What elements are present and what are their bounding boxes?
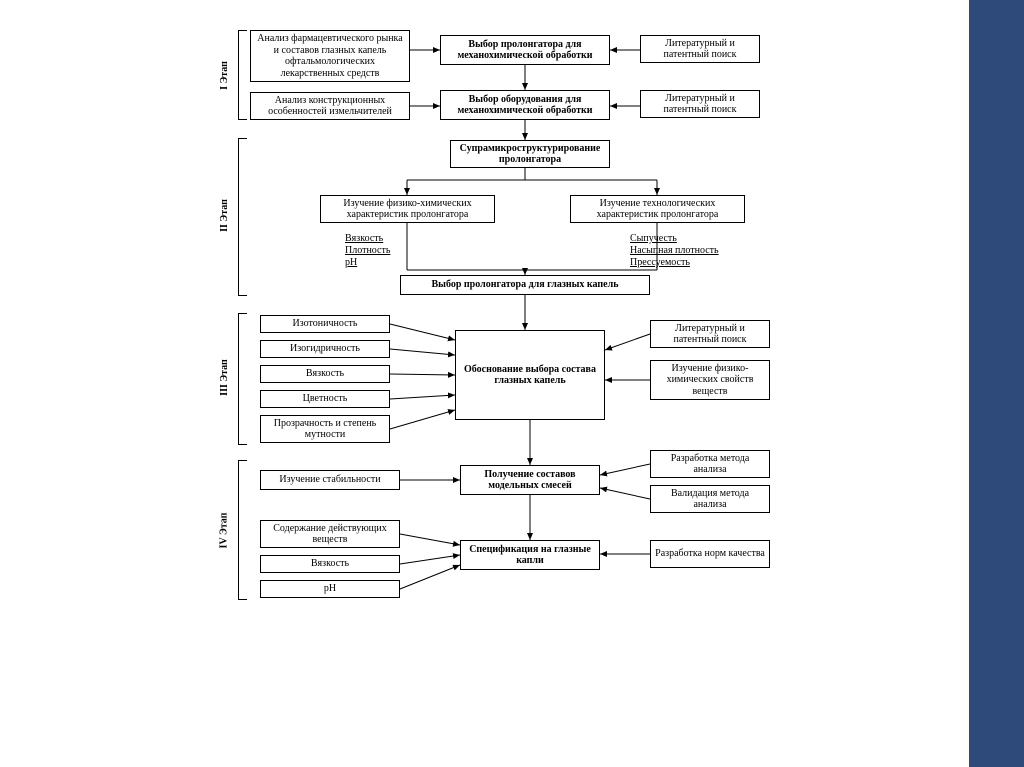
- brace-stage-4: [238, 460, 239, 600]
- stage-4-label: IV Этап: [218, 513, 229, 549]
- u1a: Вязкость: [345, 233, 383, 244]
- node-n3: Литературный и патентный поиск: [640, 35, 760, 63]
- node-n13: Вязкость: [260, 365, 390, 383]
- node-n19: Изучение стабильности: [260, 470, 400, 490]
- node-n10: Выбор пролонгатора для глазных капель: [400, 275, 650, 295]
- node-n16: Обоснование выбора состава глазных капел…: [455, 330, 605, 420]
- node-n25: pH: [260, 580, 400, 598]
- node-n5: Выбор оборудования для механохимической …: [440, 90, 610, 120]
- u1b: Плотность: [345, 245, 390, 256]
- node-n2: Выбор пролонгатора для механохимической …: [440, 35, 610, 65]
- node-n18: Изучение физико-химических свойств вещес…: [650, 360, 770, 400]
- node-n21: Разработка метода анализа: [650, 450, 770, 478]
- brace-stage-2: [238, 138, 239, 296]
- node-n24: Вязкость: [260, 555, 400, 573]
- stage-1-label: I Этап: [219, 61, 230, 90]
- brace-stage-1: [238, 30, 239, 120]
- node-n27: Разработка норм качества: [650, 540, 770, 568]
- node-n8: Изучение физико-химических характеристик…: [320, 195, 495, 223]
- node-n22: Валидация метода анализа: [650, 485, 770, 513]
- node-n15: Прозрачность и степень мутности: [260, 415, 390, 443]
- u2a: Сыпучесть: [630, 233, 677, 244]
- stage-2-label: II Этап: [219, 199, 230, 232]
- u2c: Прессуемость: [630, 257, 690, 268]
- stage-3-label: III Этап: [219, 359, 230, 396]
- node-n6: Литературный и патентный поиск: [640, 90, 760, 118]
- node-n1: Анализ фармацевтического рынка и составо…: [250, 30, 410, 82]
- node-n4: Анализ конструкционных особенностей изме…: [250, 92, 410, 120]
- u2b: Насыпная плотность: [630, 245, 719, 256]
- node-n7: Супрамикроструктурирование пролонгатора: [450, 140, 610, 168]
- node-n17: Литературный и патентный поиск: [650, 320, 770, 348]
- right-sidebar: [969, 0, 1024, 767]
- node-n26: Спецификация на глазные капли: [460, 540, 600, 570]
- node-n14: Цветность: [260, 390, 390, 408]
- node-n12: Изогидричность: [260, 340, 390, 358]
- node-n11: Изотоничность: [260, 315, 390, 333]
- flowchart: Анализ фармацевтического рынка и составо…: [200, 30, 880, 750]
- brace-stage-3: [238, 313, 239, 445]
- node-n20: Получение составов модельных смесей: [460, 465, 600, 495]
- u1c: pH: [345, 257, 357, 268]
- node-n23: Содержание действующих веществ: [260, 520, 400, 548]
- node-n9: Изучение технологических характеристик п…: [570, 195, 745, 223]
